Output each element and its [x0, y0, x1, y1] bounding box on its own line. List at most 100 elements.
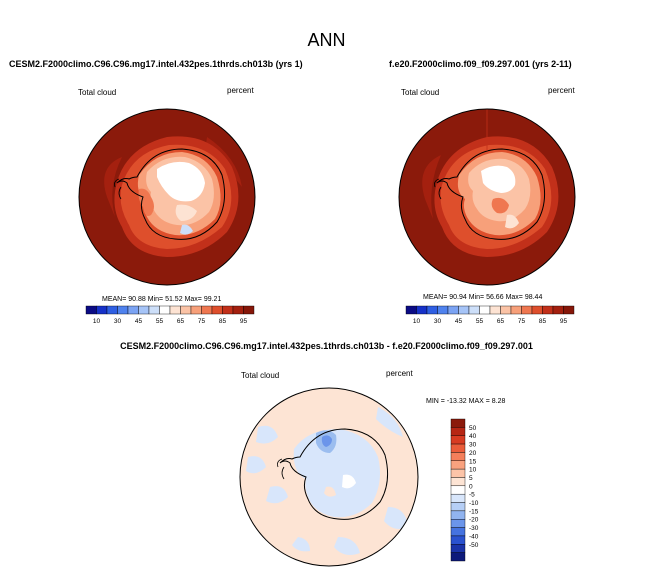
panel-3-colorbar-swatch — [450, 510, 466, 520]
panel-1-colorbar-swatch — [211, 305, 223, 315]
panel-1-colorbar-swatch — [169, 305, 181, 315]
panel-3-colorbar-swatch — [450, 552, 466, 562]
panel-3-colorbar-tick-label: 15 — [469, 458, 477, 465]
panel-1-colorbar-swatch — [96, 305, 108, 315]
panel-2-colorbar-swatch — [447, 305, 459, 315]
panel-2-colorbar-tick-label: 30 — [434, 318, 442, 325]
panel-2-colorbar-swatch — [521, 305, 533, 315]
panel-1-colorbar-swatch — [243, 305, 255, 315]
panel-3-colorbar-tick-label: 50 — [469, 425, 477, 432]
panel-3-colorbar-swatch — [450, 443, 466, 453]
panel-3-colorbar-swatch — [450, 544, 466, 553]
panel-2-variable: Total cloud — [401, 88, 440, 97]
panel-2-colorbar-tick-label: 65 — [497, 318, 505, 325]
panel-2-colorbar-swatch — [510, 305, 522, 315]
panel-3-max-label: MAX = — [468, 398, 490, 405]
panel-2-colorbar-tick-label: 95 — [560, 318, 568, 325]
panel-3-stats: MIN = -13.32 MAX = 8.28 — [426, 398, 505, 405]
panel-2-max: 98.44 — [524, 294, 543, 301]
panel-2-map — [398, 108, 576, 286]
panel-1-colorbar-swatch — [180, 305, 192, 315]
panel-3-colorbar-tick-label: 40 — [469, 433, 477, 440]
panel-3-colorbar-tick-label: -30 — [469, 525, 479, 532]
panel-3-colorbar-tick-label: -15 — [469, 508, 479, 515]
panel-1-colorbar-swatch — [159, 305, 171, 315]
panel-3-variable: Total cloud — [241, 371, 280, 380]
panel-1-colorbar-swatch — [201, 305, 213, 315]
panel-3-min: -13.32 — [446, 398, 467, 405]
panel-1-min: 51.52 — [165, 296, 183, 303]
panel-2-colorbar-swatch — [479, 305, 491, 315]
panel-3-colorbar-tick-label: -20 — [469, 517, 479, 524]
panel-2-max-label: Max= — [505, 294, 523, 301]
panel-1-stats: MEAN= 90.88 Min= 51.52 Max= 99.21 — [102, 296, 221, 303]
panel-2-stats: MEAN= 90.94 Min= 56.66 Max= 98.44 — [423, 294, 542, 301]
panel-3-colorbar-swatch — [450, 502, 466, 512]
panel-1-colorbar-swatch — [190, 305, 202, 315]
panel-3-max: 8.28 — [491, 398, 506, 405]
figure-title: ANN — [307, 30, 346, 50]
panel-2-colorbar-swatch — [563, 305, 575, 315]
panel-2-colorbar-tick-label: 10 — [413, 318, 421, 325]
panel-3-min-label: MIN = — [426, 398, 445, 405]
panel-2-title: f.e20.F2000climo.f09_f09.297.001 (yrs 2-… — [389, 59, 572, 69]
panel-3-colorbar-swatch — [450, 493, 466, 503]
panel-3-colorbar-tick-label: -5 — [469, 492, 475, 499]
panel-3-map — [239, 387, 419, 567]
panel-3-colorbar-swatch — [450, 468, 466, 478]
panel-3-colorbar-tick-label: -50 — [469, 542, 479, 549]
panel-3-colorbar-tick-label: -10 — [469, 500, 479, 507]
panel-2-mean: 90.94 — [449, 294, 467, 301]
panel-3-colorbar-swatch — [450, 418, 466, 428]
panel-2-colorbar-tick-label: 45 — [455, 318, 463, 325]
panel-2-colorbar-tick-label: 85 — [539, 318, 547, 325]
panel-2-colorbar: 10 30 45 55 65 75 85 95 — [405, 305, 575, 325]
panel-2-colorbar-swatch — [500, 305, 512, 315]
panel-3-colorbar-tick-label: -40 — [469, 533, 479, 540]
panel-2-colorbar-swatch — [458, 305, 470, 315]
panel-2-colorbar-swatch — [437, 305, 449, 315]
panel-2-mean-label: MEAN= — [423, 294, 448, 301]
panel-2-colorbar-swatch — [416, 305, 428, 315]
panel-3-colorbar-swatch — [450, 477, 466, 487]
panel-2-colorbar-tick-label: 75 — [518, 318, 526, 325]
panel-1-colorbar-swatch — [127, 305, 139, 315]
panel-2-colorbar-swatch — [542, 305, 554, 315]
panel-1-map — [78, 108, 256, 286]
panel-3-colorbar-swatch — [450, 427, 466, 436]
panel-1-min-label: Min= — [147, 296, 164, 303]
panel-3-units: percent — [386, 369, 413, 378]
panel-1-max-label: Max= — [184, 296, 202, 303]
panel-1-colorbar-swatch — [138, 305, 150, 315]
panel-1-colorbar-swatch — [85, 305, 97, 315]
panel-2-min-label: Min= — [468, 294, 485, 301]
panel-1-colorbar-swatch — [106, 305, 118, 315]
panel-1-colorbar-tick-label: 75 — [198, 318, 206, 325]
panel-2-colorbar-swatch — [468, 305, 480, 315]
panel-3-colorbar-swatch — [450, 435, 466, 445]
panel-2-colorbar-swatch — [405, 305, 417, 315]
panel-2-colorbar-tick-label: 55 — [476, 318, 484, 325]
panel-2-colorbar-swatch — [426, 305, 438, 315]
panel-1-colorbar-tick-label: 45 — [135, 318, 143, 325]
panel-3-colorbar-swatch — [450, 519, 466, 528]
panel-3-colorbar-tick-label: 20 — [469, 450, 477, 457]
panel-1-colorbar-tick-label: 65 — [177, 318, 185, 325]
panel-1-mean-label: MEAN= — [102, 296, 127, 303]
panel-3-colorbar-swatch — [450, 485, 466, 495]
panel-1-colorbar-swatch — [232, 305, 244, 315]
panel-3-title: CESM2.F2000climo.C96.C96.mg17.intel.432p… — [120, 341, 533, 351]
panel-1-mean: 90.88 — [128, 296, 146, 303]
panel-3-colorbar-swatch — [450, 535, 466, 545]
panel-1-colorbar-tick-label: 10 — [93, 318, 101, 325]
panel-1-colorbar-tick-label: 55 — [156, 318, 164, 325]
panel-1-units: percent — [227, 86, 254, 95]
panel-1-colorbar-swatch — [222, 305, 234, 315]
panel-2-colorbar-swatch — [531, 305, 543, 315]
panel-2-colorbar-swatch — [489, 305, 501, 315]
panel-3-colorbar-tick-label: 5 — [469, 475, 473, 482]
panel-1-colorbar: 10 30 45 55 65 75 85 95 — [85, 305, 255, 325]
panel-3-colorbar-tick-label: 0 — [469, 483, 473, 490]
panel-3-colorbar-swatch — [450, 527, 466, 537]
